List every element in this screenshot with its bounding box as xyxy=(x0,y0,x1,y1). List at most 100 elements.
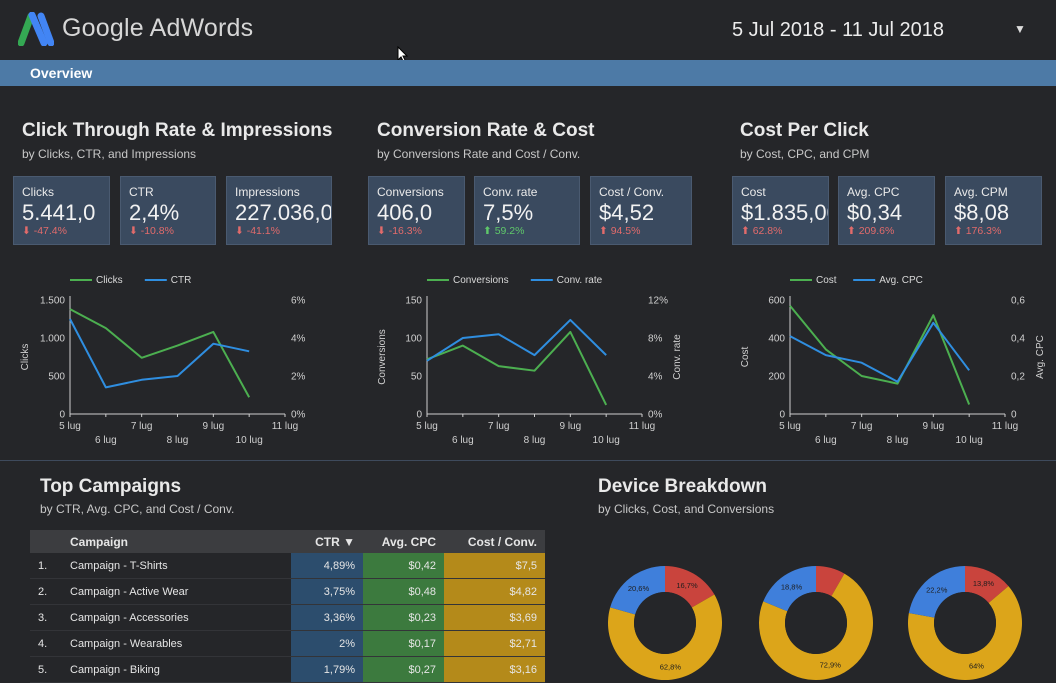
table-row[interactable]: 1. Campaign - T-Shirts 4,89% $0,42 $7,5 xyxy=(30,553,545,579)
donut-hole xyxy=(634,592,696,654)
campaign-name: Campaign - Accessories xyxy=(62,604,291,631)
legend-label[interactable]: Avg. CPC xyxy=(879,275,923,286)
row-index: 5. xyxy=(30,656,62,683)
section-subtitle-conversion: by Conversions Rate and Cost / Conv. xyxy=(377,147,581,161)
table-row[interactable]: 3. Campaign - Accessories 3,36% $0,23 $3… xyxy=(30,604,545,631)
x-tick-label: 5 lug xyxy=(779,421,801,432)
donut-slice[interactable] xyxy=(608,594,722,680)
scorecard-avg-cpc[interactable]: Avg. CPC $0,34 ⬆ 209.6% xyxy=(838,176,935,245)
legend-label[interactable]: Conv. rate xyxy=(557,275,603,286)
donut-slice-label: 62,8% xyxy=(660,663,682,672)
series-line-conv-rate[interactable] xyxy=(426,318,607,362)
y-tick-label-left: 400 xyxy=(768,334,785,345)
avg-cpc-cell: $0,27 xyxy=(363,656,444,683)
column-header-avg-cpc[interactable]: Avg. CPC xyxy=(363,530,444,553)
scorecard-clicks[interactable]: Clicks 5.441,0 ⬇ -47.4% xyxy=(13,176,110,245)
section-title-device: Device Breakdown xyxy=(598,476,767,497)
column-header-campaign[interactable]: Campaign xyxy=(62,530,291,553)
donut-slice-label: 18,8% xyxy=(781,582,803,591)
y-axis-title-left: Clicks xyxy=(20,344,31,371)
row-index: 2. xyxy=(30,578,62,605)
y-tick-label-left: 150 xyxy=(405,296,422,307)
donut-slice-label: 20,6% xyxy=(628,584,650,593)
scorecard-cost-per-conv[interactable]: Cost / Conv. $4,52 ⬆ 94.5% xyxy=(590,176,692,245)
scorecard-value: 227.036,0 xyxy=(235,200,332,225)
cost-per-conv-cell: $3,69 xyxy=(444,604,545,631)
scorecard-label: Clicks xyxy=(22,185,54,199)
legend-label[interactable]: Clicks xyxy=(96,275,123,286)
scorecard-delta: ⬆ 59.2% xyxy=(483,225,525,237)
donut-slice[interactable] xyxy=(908,566,965,618)
legend-label[interactable]: Cost xyxy=(816,275,837,286)
donut-hole xyxy=(934,592,996,654)
y-tick-label-left: 0 xyxy=(59,410,65,421)
y-tick-label-right: 0,2 xyxy=(1011,372,1025,383)
section-subtitle-device: by Clicks, Cost, and Conversions xyxy=(598,502,775,516)
scorecard-label: Impressions xyxy=(235,185,300,199)
x-tick-label: 8 lug xyxy=(167,435,189,446)
avg-cpc-cell: $0,23 xyxy=(363,604,444,631)
scorecard-ctr[interactable]: CTR 2,4% ⬇ -10.8% xyxy=(120,176,216,245)
scorecard-value: $0,34 xyxy=(847,200,903,225)
table-header-row: Campaign CTR ▼ Avg. CPC Cost / Conv. xyxy=(30,530,545,553)
date-range-selector[interactable]: 5 Jul 2018 - 11 Jul 2018 xyxy=(732,19,945,41)
series-line-ctr[interactable] xyxy=(69,318,250,389)
x-tick-label: 8 lug xyxy=(887,435,909,446)
donut-slice[interactable] xyxy=(816,566,845,597)
chevron-down-icon[interactable]: ▼ xyxy=(1014,22,1026,36)
scorecard-conversions[interactable]: Conversions 406,0 ⬇ -16.3% xyxy=(368,176,465,245)
series-line-conversions[interactable] xyxy=(426,330,608,406)
y-tick-label-left: 100 xyxy=(405,334,422,345)
legend-label[interactable]: CTR xyxy=(171,275,192,286)
ctr-cell: 4,89% xyxy=(291,553,363,579)
donut-slice[interactable] xyxy=(908,586,1022,680)
table-row[interactable]: 4. Campaign - Wearables 2% $0,17 $2,71 xyxy=(30,630,545,657)
y-tick-label-right: 0 xyxy=(1011,410,1017,421)
donut-slice[interactable] xyxy=(610,566,665,615)
series-line-cost[interactable] xyxy=(789,305,971,405)
donut-chart-conversions: 13,8% 64% 22,2% xyxy=(908,566,1022,680)
tab-overview[interactable]: Overview xyxy=(30,65,93,81)
scorecard-avg-cpm[interactable]: Avg. CPM $8,08 ⬆ 176.3% xyxy=(945,176,1042,245)
x-tick-label: 6 lug xyxy=(95,435,117,446)
donut-slice-label: 13,8% xyxy=(973,579,995,588)
scorecard-conv-rate[interactable]: Conv. rate 7,5% ⬆ 59.2% xyxy=(474,176,580,245)
x-tick-label: 6 lug xyxy=(815,435,837,446)
campaigns-table: Campaign CTR ▼ Avg. CPC Cost / Conv. 1. … xyxy=(30,530,545,683)
cost-per-conv-cell: $7,5 xyxy=(444,553,545,579)
y-tick-label-left: 0 xyxy=(416,410,422,421)
table-header-index xyxy=(30,530,62,553)
x-tick-label: 10 lug xyxy=(236,435,263,446)
scorecard-delta: ⬆ 94.5% xyxy=(599,225,641,237)
donut-slice[interactable] xyxy=(665,566,715,608)
column-header-ctr[interactable]: CTR ▼ xyxy=(291,530,363,553)
donut-slice[interactable] xyxy=(763,566,816,612)
scorecard-value: 5.441,0 xyxy=(22,200,96,225)
scorecard-label: Cost / Conv. xyxy=(599,185,665,199)
table-row[interactable]: 2. Campaign - Active Wear 3,75% $0,48 $4… xyxy=(30,578,545,605)
x-tick-label: 7 lug xyxy=(131,421,153,432)
scorecard-impressions[interactable]: Impressions 227.036,0 ⬇ -41.1% xyxy=(226,176,332,245)
donut-slice[interactable] xyxy=(965,566,1009,603)
ctr-cell: 1,79% xyxy=(291,656,363,683)
avg-cpc-cell: $0,17 xyxy=(363,630,444,657)
cost-per-conv-cell: $3,16 xyxy=(444,656,545,683)
scorecard-delta: ⬇ -16.3% xyxy=(377,225,422,237)
scorecard-cost[interactable]: Cost $1.835,00 ⬆ 62.8% xyxy=(732,176,829,245)
y-axis-title-left: Conversions xyxy=(377,329,388,385)
chart-cost-cpc: Cost Avg. CPC 0 200 400 600 0 0,2 0,4 0,6 5 lug 6 l… xyxy=(740,275,1045,446)
row-index: 4. xyxy=(30,630,62,657)
donut-slice[interactable] xyxy=(759,573,873,680)
x-tick-label: 10 lug xyxy=(956,435,983,446)
y-axis-title-right: Conv. rate xyxy=(672,334,682,380)
campaign-name: Campaign - Active Wear xyxy=(62,578,291,605)
x-tick-label: 5 lug xyxy=(59,421,81,432)
series-line-avg-cpc[interactable] xyxy=(789,321,970,383)
y-tick-label-right: 6% xyxy=(291,296,306,307)
scorecard-delta: ⬆ 209.6% xyxy=(847,225,895,237)
column-header-cost-per-conv[interactable]: Cost / Conv. xyxy=(444,530,545,553)
series-line-clicks[interactable] xyxy=(69,308,251,398)
ctr-cell: 3,75% xyxy=(291,578,363,605)
table-row[interactable]: 5. Campaign - Biking 1,79% $0,27 $3,16 xyxy=(30,656,545,683)
legend-label[interactable]: Conversions xyxy=(453,275,509,286)
